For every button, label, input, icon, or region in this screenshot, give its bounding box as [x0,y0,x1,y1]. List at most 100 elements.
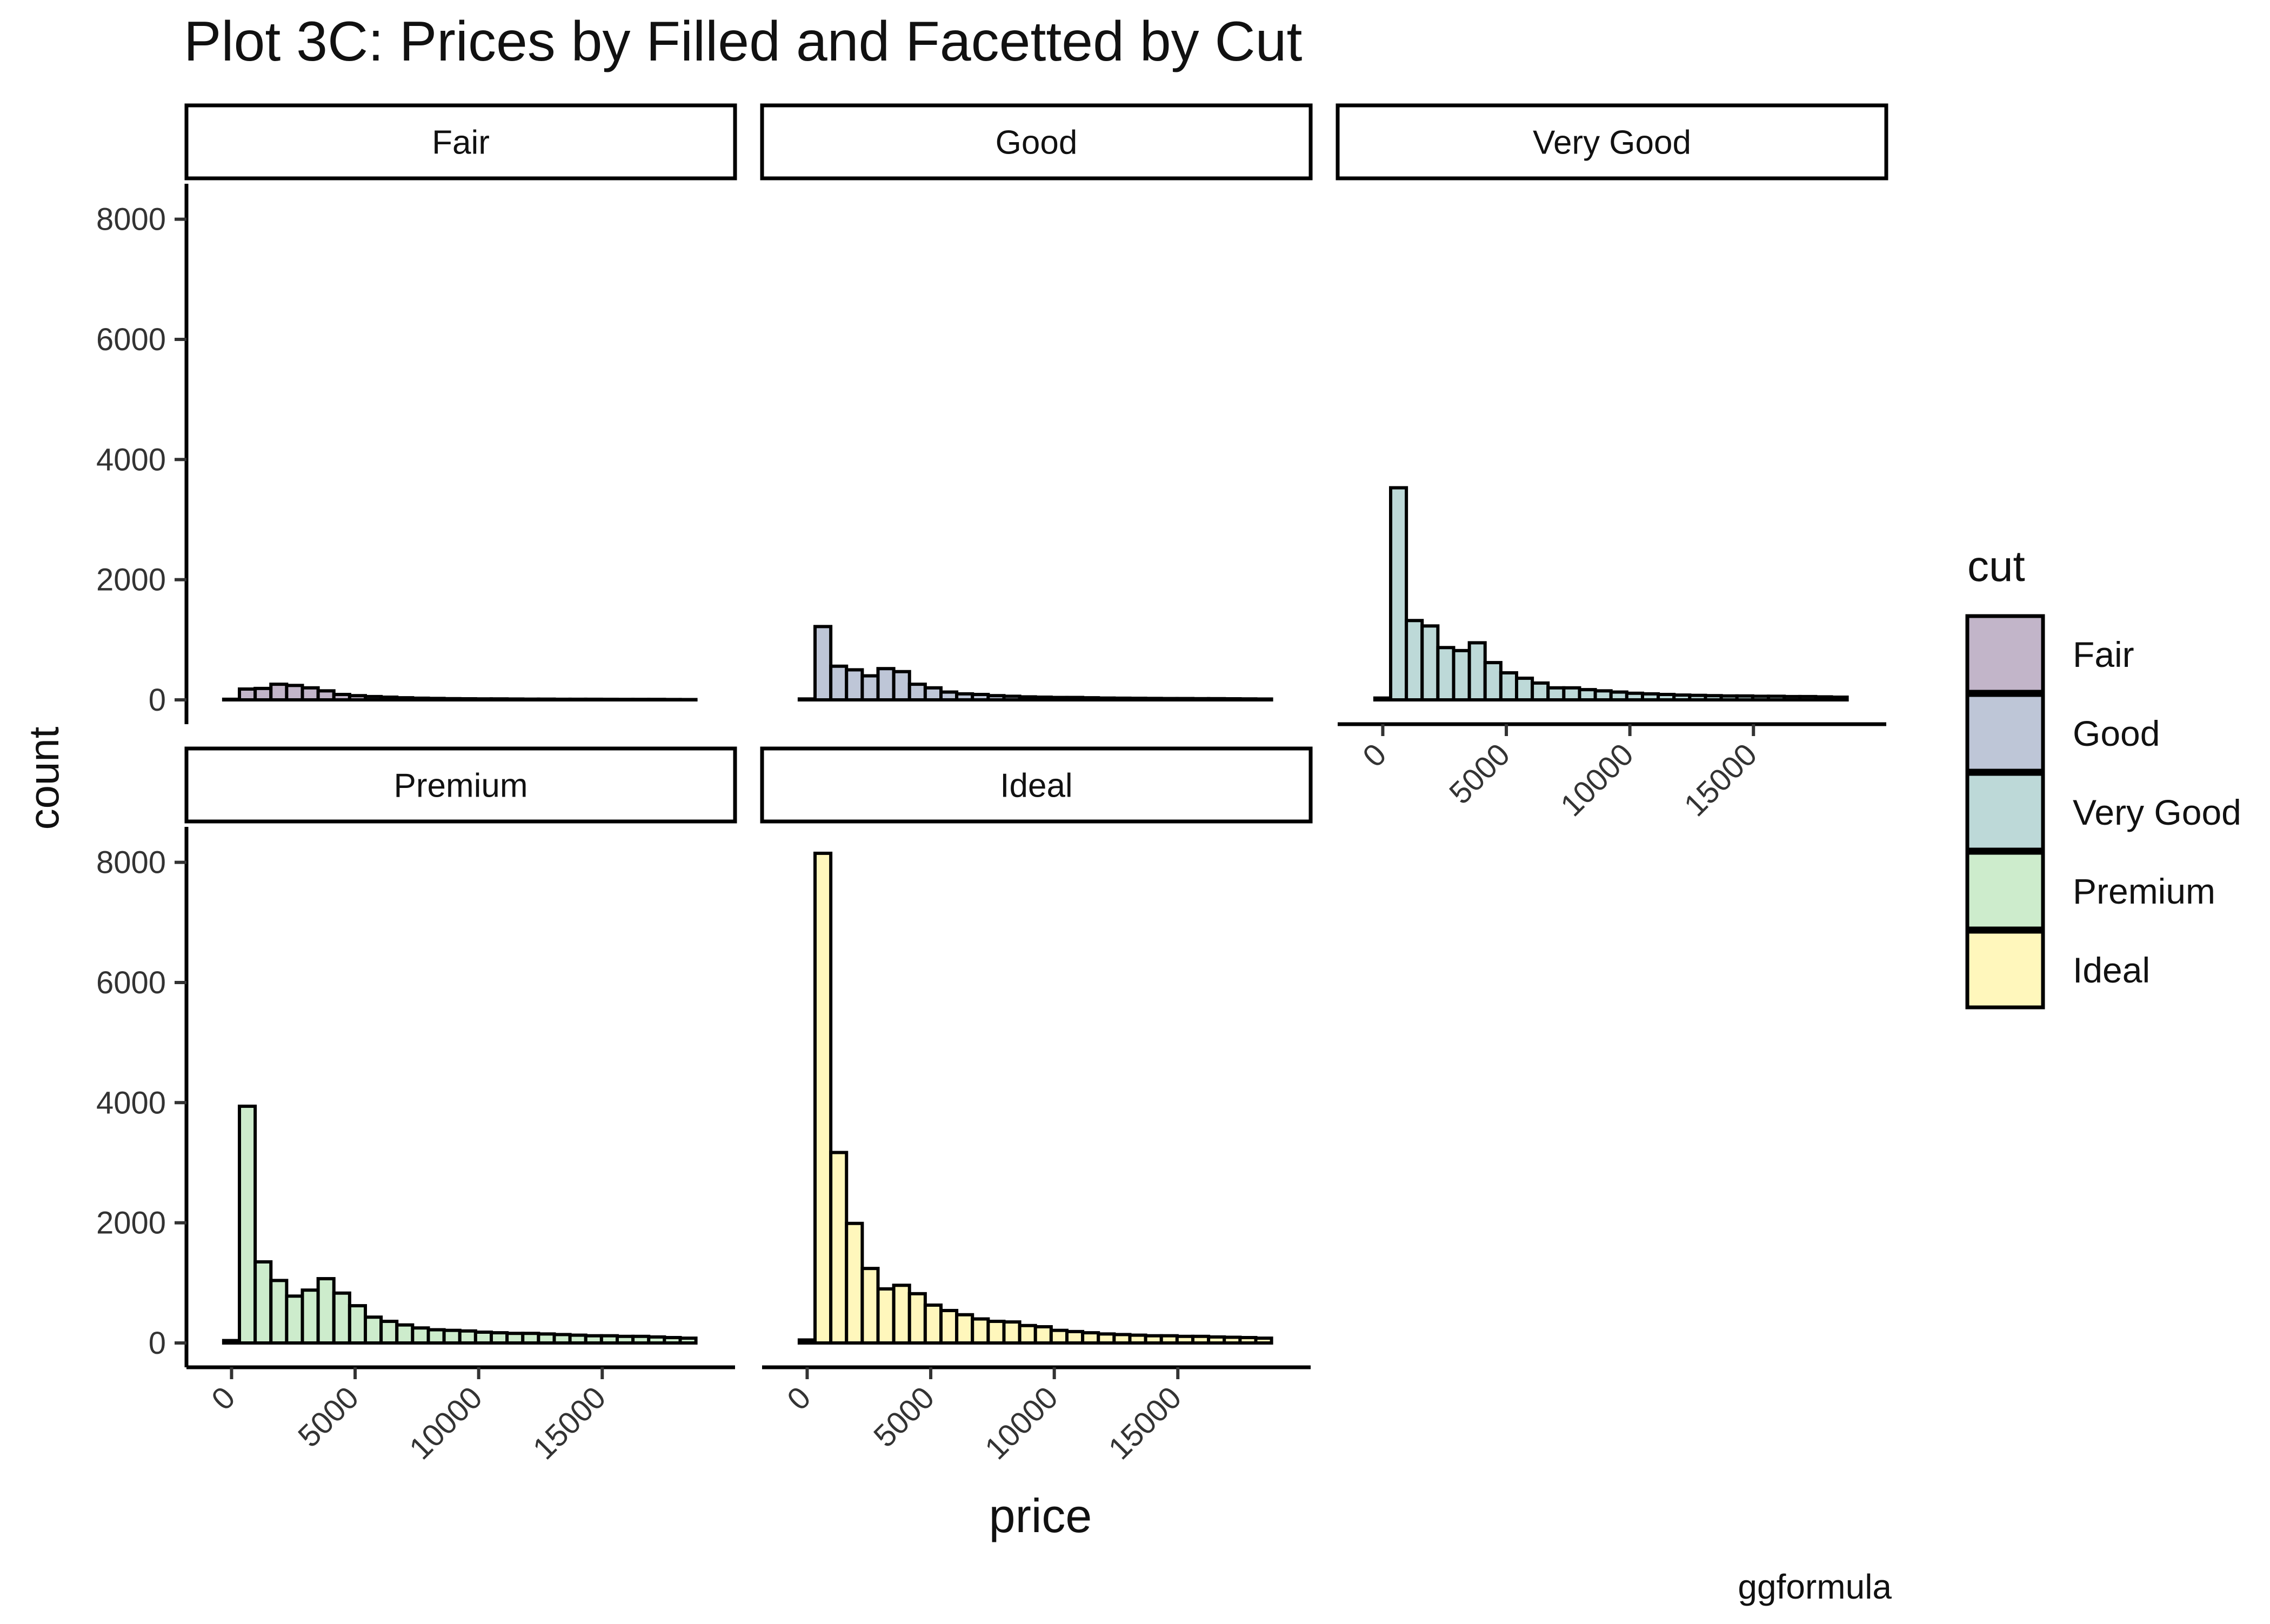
bar-ideal-28 [1238,1335,1258,1345]
bar-ideal-3 [845,1221,864,1345]
bar-fair-2 [253,686,273,701]
bar-premium-27 [647,1335,666,1345]
bar-fair-13 [426,697,446,702]
bar-ideal-19 [1097,1332,1116,1345]
bar-ideal-2 [829,1151,849,1345]
bar-very-good-4 [1436,646,1456,702]
bar-ideal-6 [892,1284,911,1345]
facet-good: Good [760,103,1313,702]
bar-premium-4 [285,1294,304,1345]
y-tick-label: 2000 [96,563,166,598]
x-tick-label: 10000 [978,1380,1065,1466]
bar-fair-15 [458,697,477,701]
bar-very-good-0 [1373,696,1392,701]
bar-good-16 [1049,696,1069,702]
bar-premium-22 [568,1333,587,1345]
bar-ideal-22 [1144,1334,1163,1345]
bar-good-4 [860,674,880,702]
bar-ideal-9 [939,1308,959,1345]
bar-good-14 [1018,695,1037,701]
bar-fair-20 [537,697,556,702]
bar-very-good-7 [1483,661,1503,701]
bar-ideal-5 [876,1287,896,1345]
bar-very-good-25 [1766,694,1786,702]
bar-premium-21 [552,1333,572,1345]
legend-key-premium [1965,851,2045,931]
bar-premium-14 [442,1328,462,1345]
bar-premium-29 [678,1336,698,1345]
facet-strip-label: Good [996,124,1078,162]
bar-good-10 [955,692,974,701]
bar-very-good-3 [1420,624,1440,701]
bar-good-25 [1191,697,1211,702]
x-tick-label: 5000 [867,1380,941,1454]
bar-good-8 [923,686,943,701]
facet-strip-ideal [760,746,1313,824]
facet-strip-very-good [1336,103,1888,181]
bar-fair-19 [521,697,540,702]
x-axis-label: price [989,1489,1092,1542]
bar-premium-10 [379,1319,399,1345]
bar-fair-12 [411,696,430,702]
bar-very-good-14 [1593,689,1613,701]
bar-good-29 [1254,697,1273,701]
bar-ideal-11 [971,1317,990,1345]
bar-fair-11 [395,696,415,701]
bar-premium-18 [505,1332,525,1345]
bar-fair-7 [332,692,351,702]
facet-premium: Premium 0 2000 4000 6000 8000 0 5000 10000 15000 [96,746,737,1466]
bar-ideal-1 [813,851,833,1345]
x-tick-label: 15000 [1677,737,1764,823]
bar-good-19 [1097,696,1116,701]
bar-premium-9 [363,1315,383,1345]
bar-premium-28 [663,1335,682,1345]
legend-label-good: Good [2073,713,2160,753]
bar-very-good-21 [1704,694,1723,702]
bar-ideal-4 [860,1267,880,1345]
bar-premium-12 [411,1326,430,1345]
bar-fair-21 [552,697,572,701]
facet-fair: Fair 0 2000 4000 6000 8000 [96,103,737,724]
bar-premium-8 [348,1304,367,1345]
bar-good-21 [1128,697,1147,701]
bar-very-good-26 [1782,694,1802,701]
legend-key-fair [1965,614,2045,694]
bar-very-good-8 [1499,671,1518,701]
bar-premium-15 [458,1329,477,1345]
bar-ideal-15 [1033,1325,1053,1345]
bar-fair-6 [316,689,336,701]
bar-good-17 [1065,696,1085,702]
bar-ideal-8 [923,1303,943,1345]
bar-fair-23 [584,697,603,701]
x-tick-label: 5000 [1443,737,1517,811]
x-tick-label: 0 [780,1380,818,1417]
legend-label-premium: Premium [2073,871,2215,911]
y-tick-label: 0 [149,1326,166,1361]
bar-premium-25 [615,1334,635,1345]
y-tick-label: 6000 [96,965,166,1000]
facet-strip-label: Ideal [1000,767,1072,805]
bar-fair-4 [285,684,304,701]
facets: Fair 0 2000 4000 6000 8000 Good Very Good 0 5000 1… [96,103,1888,1466]
bar-ideal-0 [797,1338,817,1345]
bar-fair-16 [473,697,493,702]
bar-very-good-5 [1452,649,1471,702]
bar-fair-25 [615,698,635,702]
bar-ideal-18 [1081,1331,1100,1345]
bar-very-good-2 [1405,619,1424,702]
facet-strip-good [760,103,1313,181]
bar-fair-8 [348,694,367,702]
legend-label-very-good: Very Good [2073,792,2241,832]
bar-very-good-28 [1814,695,1833,701]
bar-fair-24 [599,697,619,701]
legend-key-ideal [1965,930,2045,1010]
caption: ggformula [1738,1567,1892,1606]
bar-premium-5 [301,1288,320,1345]
bar-premium-11 [395,1323,415,1345]
legend-key-very-good [1965,772,2045,852]
legend-label-fair: Fair [2073,634,2134,674]
bar-very-good-13 [1578,688,1597,701]
bar-good-15 [1033,695,1053,702]
bar-good-23 [1159,697,1179,701]
bar-very-good-19 [1672,693,1692,701]
